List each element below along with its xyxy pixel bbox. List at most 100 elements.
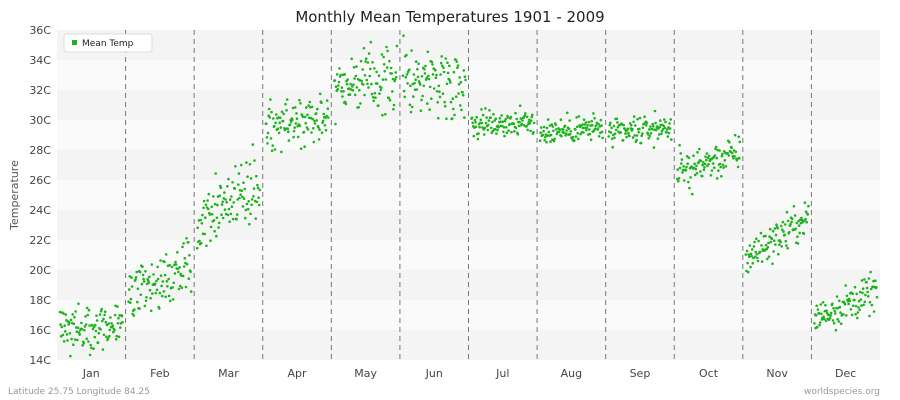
- data-point: [423, 72, 427, 75]
- data-point: [269, 137, 273, 140]
- data-point: [520, 122, 524, 126]
- data-point: [691, 192, 694, 196]
- data-point: [416, 75, 420, 79]
- data-point: [195, 246, 199, 250]
- data-point: [443, 100, 446, 104]
- data-point: [867, 277, 871, 280]
- data-point: [446, 71, 450, 75]
- data-point: [99, 328, 102, 331]
- data-point: [203, 232, 206, 236]
- data-point: [208, 213, 212, 216]
- data-point: [863, 278, 866, 281]
- data-point: [444, 57, 448, 60]
- data-point: [136, 287, 140, 291]
- data-point: [389, 66, 393, 70]
- data-point: [477, 132, 480, 135]
- data-point: [162, 290, 166, 293]
- data-point: [167, 277, 170, 281]
- data-point: [539, 126, 543, 129]
- data-point: [461, 93, 465, 97]
- data-point: [220, 203, 224, 206]
- data-point: [549, 140, 552, 143]
- data-point: [442, 66, 445, 70]
- data-point: [860, 304, 863, 307]
- data-point: [158, 307, 161, 310]
- data-point: [294, 106, 297, 109]
- x-tick-label: May: [354, 367, 377, 380]
- data-point: [426, 50, 430, 54]
- data-point: [486, 128, 490, 132]
- data-point: [502, 130, 505, 134]
- data-point: [107, 322, 110, 325]
- data-point: [796, 235, 799, 238]
- data-point: [285, 98, 289, 101]
- data-point: [727, 154, 731, 157]
- data-point: [696, 151, 699, 154]
- data-point: [875, 295, 879, 299]
- data-point: [656, 125, 659, 128]
- data-point: [794, 227, 797, 231]
- data-point: [804, 217, 807, 221]
- data-point: [514, 111, 517, 115]
- data-point: [760, 260, 764, 263]
- data-point: [522, 124, 526, 127]
- data-point: [348, 93, 352, 96]
- data-point: [373, 91, 377, 95]
- data-point: [645, 124, 648, 127]
- data-point: [210, 205, 213, 209]
- data-point: [638, 127, 641, 131]
- data-point: [170, 265, 174, 269]
- data-point: [730, 146, 733, 149]
- data-point: [92, 347, 95, 351]
- data-point: [770, 237, 774, 241]
- data-point: [334, 122, 337, 126]
- data-point: [865, 281, 868, 284]
- data-point: [430, 97, 433, 100]
- data-point: [252, 187, 256, 190]
- data-point: [515, 117, 518, 121]
- data-point: [847, 302, 850, 306]
- data-point: [371, 96, 375, 99]
- data-point: [340, 90, 343, 93]
- data-point: [252, 195, 255, 198]
- data-point: [204, 203, 208, 207]
- data-point: [382, 55, 385, 59]
- data-point: [865, 286, 869, 290]
- data-point: [547, 130, 551, 134]
- data-point: [756, 256, 759, 260]
- data-point: [755, 253, 759, 256]
- data-point: [207, 192, 211, 196]
- data-point: [334, 85, 338, 88]
- data-point: [521, 119, 524, 122]
- data-point: [544, 135, 547, 139]
- data-point: [231, 181, 234, 184]
- legend-label: Mean Temp: [82, 39, 134, 49]
- data-point: [813, 322, 816, 325]
- data-point: [251, 143, 255, 146]
- data-point: [779, 224, 783, 228]
- data-point: [637, 131, 641, 134]
- data-point: [446, 61, 449, 64]
- data-point: [609, 131, 613, 134]
- data-point: [774, 243, 777, 246]
- data-point: [266, 131, 270, 135]
- data-point: [245, 202, 249, 206]
- data-point: [355, 86, 359, 89]
- data-point: [577, 137, 580, 141]
- data-point: [704, 158, 708, 162]
- data-point: [693, 162, 696, 166]
- data-point: [358, 88, 361, 92]
- data-point: [607, 135, 610, 138]
- data-point: [385, 66, 389, 69]
- data-point: [69, 318, 73, 322]
- data-point: [796, 242, 800, 245]
- data-point: [160, 294, 164, 298]
- data-point: [144, 270, 147, 273]
- data-point: [420, 98, 423, 102]
- data-point: [750, 248, 754, 251]
- data-point: [384, 113, 387, 116]
- data-point: [768, 227, 772, 231]
- data-point: [868, 300, 872, 304]
- data-point: [551, 125, 555, 128]
- data-point: [783, 233, 786, 237]
